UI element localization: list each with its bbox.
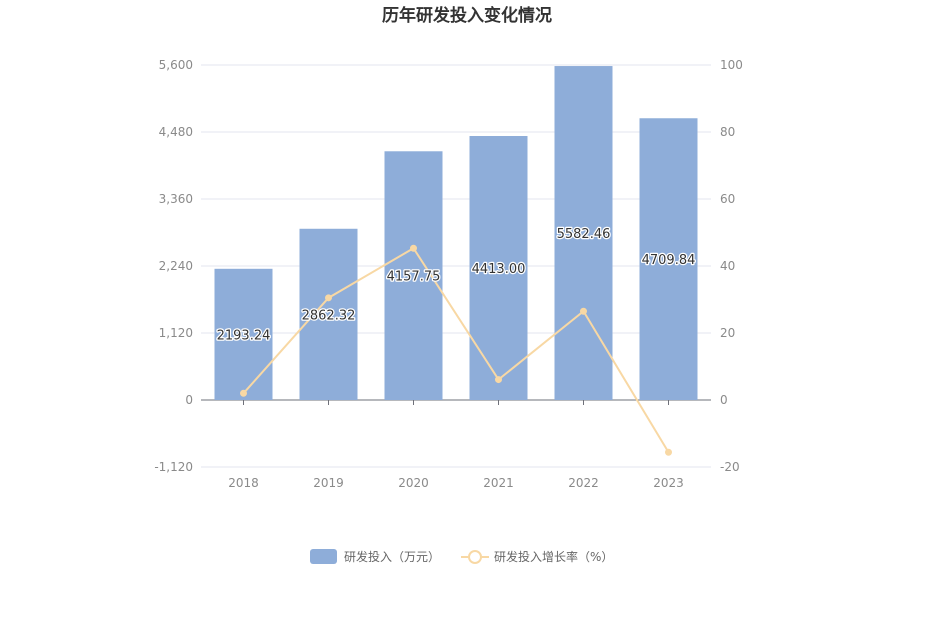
y-right-tick-label: 60	[720, 192, 735, 206]
bar-series	[214, 66, 698, 401]
bar[interactable]	[639, 118, 698, 400]
y-left-tick-label: 0	[185, 393, 193, 407]
growth-point[interactable]	[410, 244, 417, 252]
bar-data-label: 2193.24	[217, 328, 271, 343]
grid	[201, 64, 711, 468]
legend-item-line[interactable]: 研发投入增长率（%）	[461, 549, 613, 564]
bar-data-label: 4413.00	[472, 262, 526, 277]
growth-point[interactable]	[240, 389, 247, 397]
legend[interactable]: 研发投入（万元） 研发投入增长率（%）	[310, 549, 613, 564]
x-tick-label: 2018	[228, 476, 259, 490]
bar[interactable]	[469, 136, 528, 400]
bar-data-label: 4709.84	[642, 253, 696, 268]
growth-line	[242, 246, 670, 453]
legend-item-bar[interactable]: 研发投入（万元）	[310, 549, 440, 564]
y-right-tick-label: 0	[720, 393, 728, 407]
y-right-tick-label: 20	[720, 326, 735, 340]
x-tick-label: 2022	[568, 476, 599, 490]
bar[interactable]	[214, 268, 273, 400]
bar-data-label: 5582.46	[557, 227, 611, 242]
y-left-tick-label: 1,120	[159, 326, 193, 340]
y-left-tick-label: 2,240	[159, 259, 193, 273]
bar-data-label: 2862.32	[302, 308, 356, 323]
y-left-tick-label: -1,120	[154, 460, 193, 474]
legend-line-label: 研发投入增长率（%）	[494, 549, 613, 564]
y-left-tick-label: 4,480	[159, 125, 193, 139]
axes: -1,120 0 1,120 2,240 3,360 4,480 5,600 -20 0 20 40…	[154, 58, 743, 490]
y-right-tick-label: 40	[720, 259, 735, 273]
bar-labels: 2193.24 2862.32 4157.75 4413.00 5582.46 4709.…	[215, 226, 696, 345]
legend-line-marker	[468, 550, 482, 564]
y-right-tick-label: -20	[720, 460, 740, 474]
growth-point[interactable]	[665, 448, 672, 456]
y-right-tick-label: 100	[720, 58, 743, 72]
growth-point[interactable]	[495, 376, 502, 384]
growth-point[interactable]	[325, 294, 332, 302]
bar-data-label: 4157.75	[387, 270, 441, 285]
legend-bar-swatch	[310, 549, 337, 564]
x-tick-label: 2019	[313, 476, 344, 490]
line-series	[240, 244, 672, 456]
growth-point[interactable]	[580, 307, 587, 315]
x-tick-label: 2023	[653, 476, 684, 490]
y-left-tick-label: 3,360	[159, 192, 193, 206]
bar[interactable]	[384, 151, 443, 400]
y-right-tick-label: 80	[720, 125, 735, 139]
x-tick-label: 2020	[398, 476, 429, 490]
y-left-tick-label: 5,600	[159, 58, 193, 72]
bar[interactable]	[299, 228, 358, 400]
legend-bar-label: 研发投入（万元）	[344, 549, 440, 564]
chart-title: 历年研发投入变化情况	[382, 5, 552, 26]
x-tick-label: 2021	[483, 476, 514, 490]
